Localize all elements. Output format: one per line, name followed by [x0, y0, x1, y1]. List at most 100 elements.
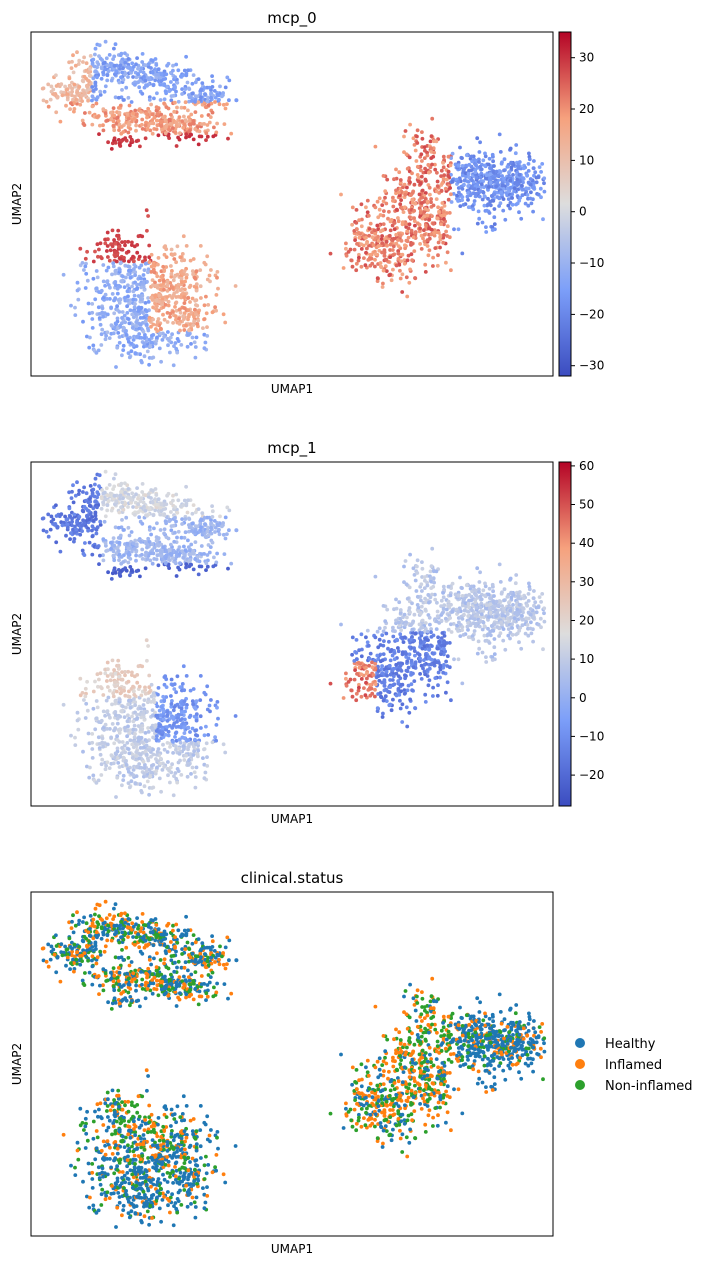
scatter-point: [114, 525, 118, 529]
scatter-point: [145, 744, 149, 748]
scatter-point: [432, 222, 436, 226]
scatter-point: [46, 83, 50, 87]
scatter-point: [446, 250, 450, 254]
scatter-point: [385, 608, 389, 612]
scatter-point: [140, 791, 144, 795]
scatter-point: [203, 303, 207, 307]
scatter-point: [147, 363, 151, 367]
scatter-point: [100, 488, 104, 492]
scatter-point: [171, 556, 175, 560]
scatter-point: [157, 67, 161, 71]
scatter-point: [466, 198, 470, 202]
scatter-point: [137, 234, 141, 238]
scatter-point: [438, 246, 442, 250]
scatter-point: [529, 197, 533, 201]
scatter-point: [126, 298, 130, 302]
scatter-point: [397, 170, 401, 174]
scatter-point: [126, 505, 130, 509]
scatter-point: [184, 548, 188, 552]
scatter-point: [431, 694, 435, 698]
scatter-point: [410, 258, 414, 262]
scatter-point: [399, 608, 403, 612]
scatter-point: [421, 619, 425, 623]
scatter-point: [118, 67, 122, 71]
scatter-point: [344, 247, 348, 251]
scatter-point: [384, 202, 388, 206]
scatter-point: [193, 299, 197, 303]
scatter-point: [165, 685, 169, 689]
scatter-point: [90, 741, 94, 745]
scatter-point: [125, 542, 129, 546]
scatter-point: [104, 764, 108, 768]
scatter-point: [191, 119, 195, 123]
scatter-point: [182, 115, 186, 119]
scatter-point: [470, 178, 474, 182]
scatter-point: [196, 319, 200, 323]
scatter-point: [119, 63, 123, 67]
scatter-point: [373, 232, 377, 236]
scatter-point: [174, 493, 178, 497]
scatter-point: [88, 541, 92, 545]
scatter-point: [113, 242, 117, 246]
scatter-point: [473, 187, 477, 191]
scatter-point: [215, 122, 219, 126]
scatter-point: [119, 483, 123, 487]
scatter-point: [147, 674, 151, 678]
scatter-point: [395, 694, 399, 698]
scatter-point: [215, 723, 219, 727]
scatter-point: [108, 336, 112, 340]
scatter-point: [108, 716, 112, 720]
scatter-point: [73, 313, 77, 317]
scatter-point: [410, 682, 414, 686]
scatter-point: [155, 105, 159, 109]
scatter-point: [389, 673, 393, 677]
scatter-point: [420, 175, 424, 179]
scatter-point: [223, 751, 227, 755]
scatter-point: [151, 318, 155, 322]
scatter-point: [130, 241, 134, 245]
scatter-point: [162, 698, 166, 702]
scatter-point: [121, 130, 125, 134]
scatter-point: [229, 132, 233, 136]
scatter-point: [132, 263, 136, 267]
scatter-point: [208, 121, 212, 125]
scatter-point: [172, 110, 176, 114]
scatter-point: [357, 231, 361, 235]
scatter-point: [418, 242, 422, 246]
scatter-point: [156, 320, 160, 324]
scatter-point: [97, 132, 101, 136]
scatter-point: [188, 563, 192, 567]
scatter-point: [46, 513, 50, 517]
scatter-point: [144, 692, 148, 696]
scatter-point: [431, 264, 435, 268]
scatter-point: [421, 137, 425, 141]
scatter-point: [146, 214, 150, 218]
scatter-point: [125, 139, 129, 143]
scatter-point: [124, 86, 128, 90]
scatter-point: [63, 515, 67, 519]
scatter-point: [488, 157, 492, 161]
scatter-point: [396, 216, 400, 220]
scatter-point: [75, 50, 79, 54]
scatter-point: [198, 698, 202, 702]
scatter-point: [426, 214, 430, 218]
scatter-point: [120, 783, 124, 787]
scatter-point: [91, 774, 95, 778]
scatter-point: [100, 762, 104, 766]
scatter-point: [344, 242, 348, 246]
scatter-point: [235, 98, 239, 102]
scatter-point: [226, 137, 230, 141]
scatter-point: [182, 664, 186, 668]
scatter-point: [75, 480, 79, 484]
scatter-point: [203, 317, 207, 321]
scatter-point: [135, 486, 139, 490]
scatter-point: [106, 760, 110, 764]
scatter-point: [159, 509, 163, 513]
scatter-point: [123, 51, 127, 55]
scatter-point: [161, 695, 165, 699]
scatter-point: [105, 269, 109, 273]
scatter-point: [154, 493, 158, 497]
scatter-point: [511, 173, 515, 177]
scatter-point: [210, 74, 214, 78]
scatter-point: [101, 315, 105, 319]
